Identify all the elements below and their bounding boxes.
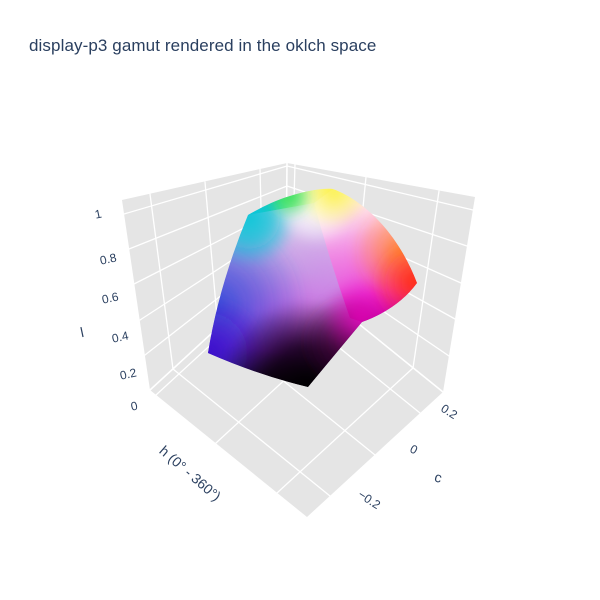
- wall-left: [122, 163, 287, 390]
- shade-red: [371, 237, 417, 327]
- shade-yellow: [296, 188, 372, 229]
- x-axis-title: h (0° - 360°): [156, 442, 224, 504]
- z-axis-tick-0: 0: [129, 398, 139, 413]
- y-axis-title: c: [433, 469, 444, 486]
- shade-green: [266, 188, 314, 220]
- chart-title: display-p3 gamut rendered in the oklch s…: [29, 36, 377, 55]
- y-axis-tick-0: 0: [408, 442, 421, 458]
- z-axis-title: l: [79, 324, 85, 340]
- z-axis-tick-08: 0.8: [99, 250, 119, 267]
- z-axis-tick-04: 0.4: [111, 328, 131, 345]
- y-axis-tick-02: 0.2: [438, 401, 460, 422]
- z-axis-tick-1: 1: [93, 206, 103, 221]
- z-axis-tick-06: 0.6: [101, 289, 121, 306]
- y-axis-tick-neg02: −0.2: [355, 487, 383, 512]
- z-axis-tick-02: 0.2: [119, 365, 139, 382]
